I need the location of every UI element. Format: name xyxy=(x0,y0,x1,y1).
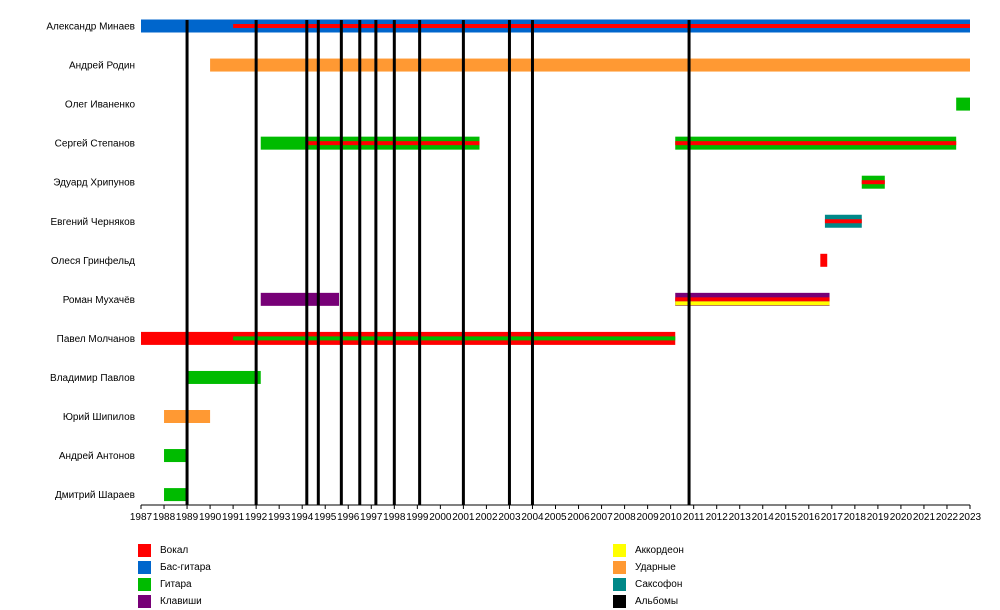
x-tick-label: 2020 xyxy=(890,512,913,523)
role-overlay-bar xyxy=(675,301,830,306)
legend-item-bass: Бас-гитара xyxy=(138,559,211,576)
x-tick-label: 1988 xyxy=(153,512,176,523)
member-label: Юрий Шипилов xyxy=(63,412,135,423)
x-tick-label: 2016 xyxy=(798,512,821,523)
x-tick-label: 2011 xyxy=(683,512,705,523)
x-tick-label: 2023 xyxy=(959,512,982,523)
x-tick-label: 2000 xyxy=(429,512,452,523)
x-tick-label: 2017 xyxy=(821,512,844,523)
legend-label-accordion: Аккордеон xyxy=(635,545,684,556)
legend-item-accordion: Аккордеон xyxy=(613,542,684,559)
role-bar xyxy=(164,488,188,502)
role-bar xyxy=(187,370,261,384)
legend-label-albums: Альбомы xyxy=(635,596,679,607)
legend-item-keys: Клавиши xyxy=(138,593,202,610)
legend-swatch-drums xyxy=(613,561,626,574)
x-tick-label: 2012 xyxy=(706,512,729,523)
role-overlay-bar xyxy=(675,297,830,302)
x-tick-label: 2022 xyxy=(936,512,959,523)
legend-item-saxophone: Саксофон xyxy=(613,576,682,593)
legend-swatch-guitar xyxy=(138,578,151,591)
x-tick-label: 2001 xyxy=(452,512,475,523)
x-tick-label: 2019 xyxy=(867,512,890,523)
role-overlay-bar xyxy=(824,219,862,224)
member-label: Евгений Черняков xyxy=(50,217,135,228)
x-tick-label: 1987 xyxy=(130,512,153,523)
role-overlay-bar xyxy=(233,336,676,341)
role-bar xyxy=(820,253,828,267)
legend-item-guitar: Гитара xyxy=(138,576,192,593)
x-tick-label: 1999 xyxy=(406,512,429,523)
legend-label-saxophone: Саксофон xyxy=(635,579,683,590)
x-tick-label: 1989 xyxy=(176,512,199,523)
role-overlay-bar xyxy=(233,24,971,28)
legend-label-guitar: Гитара xyxy=(160,579,192,590)
member-label: Павел Молчанов xyxy=(57,334,135,345)
x-tick-label: 1998 xyxy=(383,512,406,523)
x-tick-label: 1990 xyxy=(199,512,222,523)
member-label: Владимир Павлов xyxy=(50,373,135,384)
x-tick-label: 2004 xyxy=(521,512,544,523)
x-tick-label: 2021 xyxy=(913,512,936,523)
x-tick-label: 2009 xyxy=(636,512,659,523)
x-tick-label: 1995 xyxy=(314,512,337,523)
member-label: Александр Минаев xyxy=(46,22,135,33)
member-label: Олеся Гринфельд xyxy=(51,255,135,267)
member-label: Андрей Родин xyxy=(69,61,135,72)
x-tick-label: 1992 xyxy=(245,512,268,523)
x-tick-label: 1994 xyxy=(291,512,314,523)
legend-item-drums: Ударные xyxy=(613,559,676,576)
x-tick-label: 2014 xyxy=(752,512,775,523)
legend-item-albums: Альбомы xyxy=(613,593,678,610)
x-tick-label: 1997 xyxy=(360,512,383,523)
member-label: Роман Мухачёв xyxy=(63,295,135,306)
member-label: Сергей Степанов xyxy=(55,139,135,150)
legend-item-vocal: Вокал xyxy=(138,542,188,559)
member-label: Андрей Антонов xyxy=(59,451,135,462)
x-tick-label: 1991 xyxy=(222,512,245,523)
role-bar xyxy=(210,58,971,72)
legend-swatch-keys xyxy=(138,595,151,608)
legend-swatch-saxophone xyxy=(613,578,626,591)
x-tick-label: 2018 xyxy=(844,512,867,523)
x-tick-label: 2002 xyxy=(475,512,498,523)
x-tick-label: 2006 xyxy=(567,512,590,523)
member-label: Олег Иваненко xyxy=(65,100,136,111)
member-label: Эдуард Хрипунов xyxy=(53,178,135,189)
legend-swatch-albums xyxy=(613,595,626,608)
x-tick-label: 2008 xyxy=(613,512,636,523)
legend-swatch-vocal xyxy=(138,544,151,557)
role-bar xyxy=(164,449,188,463)
x-tick-label: 2003 xyxy=(498,512,521,523)
member-label: Дмитрий Шараев xyxy=(55,490,135,501)
legend-label-drums: Ударные xyxy=(635,562,676,573)
x-tick-label: 2007 xyxy=(590,512,613,523)
legend-swatch-bass xyxy=(138,561,151,574)
role-overlay-bar xyxy=(861,180,885,185)
role-bar xyxy=(956,97,970,111)
legend-label-bass: Бас-гитара xyxy=(160,562,211,573)
legend-label-vocal: Вокал xyxy=(160,545,189,556)
x-tick-label: 2015 xyxy=(775,512,798,523)
x-tick-label: 1993 xyxy=(268,512,291,523)
legend-label-keys: Клавиши xyxy=(160,596,202,607)
role-bar xyxy=(260,292,340,306)
x-tick-label: 2013 xyxy=(729,512,752,523)
legend-swatch-accordion xyxy=(613,544,626,557)
legend: Вокал Бас-гитара Гитара Клавиши Аккордео… xyxy=(0,540,1000,610)
x-tick-label: 1996 xyxy=(337,512,360,523)
role-overlay-bar xyxy=(675,141,957,146)
x-tick-label: 2010 xyxy=(660,512,683,523)
x-tick-label: 2005 xyxy=(544,512,567,523)
